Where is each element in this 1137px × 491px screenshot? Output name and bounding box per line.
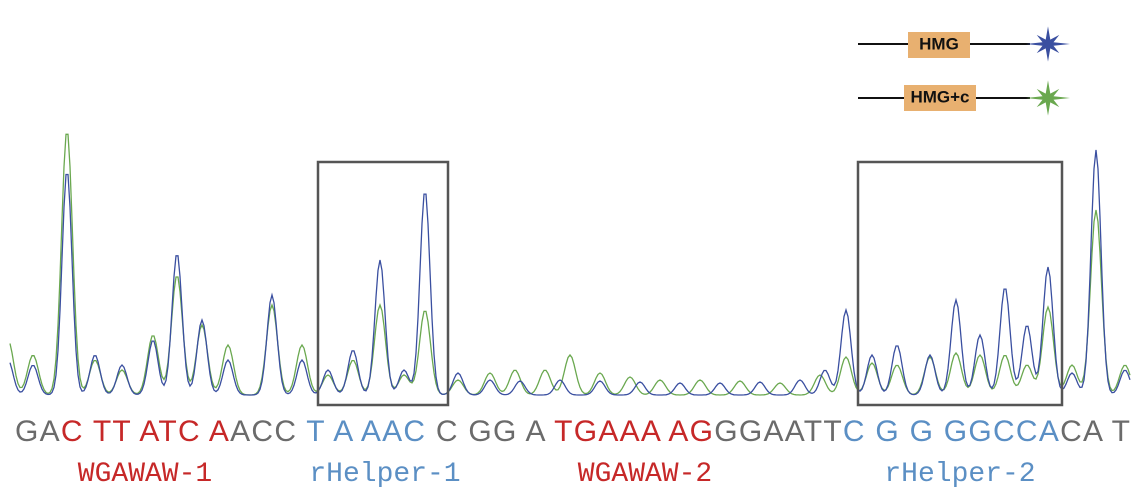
sequence-segment: ACC (230, 415, 305, 448)
region-label: WGAWAW-1 (78, 459, 212, 490)
sequence-segment: GA (15, 415, 60, 448)
sequence-segment: TGAAA AG (554, 415, 713, 448)
legend-label: HMG (919, 34, 959, 53)
figure: HMG HMG+c GAC TT ATC AACC T A AAC C GG A… (0, 0, 1137, 491)
sequence-segment: C TT ATC A (61, 415, 229, 448)
trace (10, 150, 1130, 395)
region-label: WGAWAW-2 (578, 459, 712, 490)
highlight-box (858, 162, 1062, 405)
traces (10, 134, 1130, 395)
legend-star (1026, 80, 1070, 115)
sequence: GAC TT ATC AACC T A AAC C GG A TGAAA AGG… (15, 415, 1130, 448)
region-label: rHelper-2 (884, 459, 1035, 490)
region-label: rHelper-1 (309, 459, 460, 490)
sequence-segment: T A AAC (306, 415, 434, 448)
sequence-segment: CA T (1060, 415, 1130, 448)
trace (10, 134, 1130, 395)
legend-label: HMG+c (910, 87, 969, 106)
sequence-segment: C GG A (436, 415, 553, 448)
legend-star (1026, 26, 1070, 61)
sequence-segment: C G G GGCCA (843, 415, 1059, 448)
sequence-segment: GGAATT (714, 415, 841, 448)
